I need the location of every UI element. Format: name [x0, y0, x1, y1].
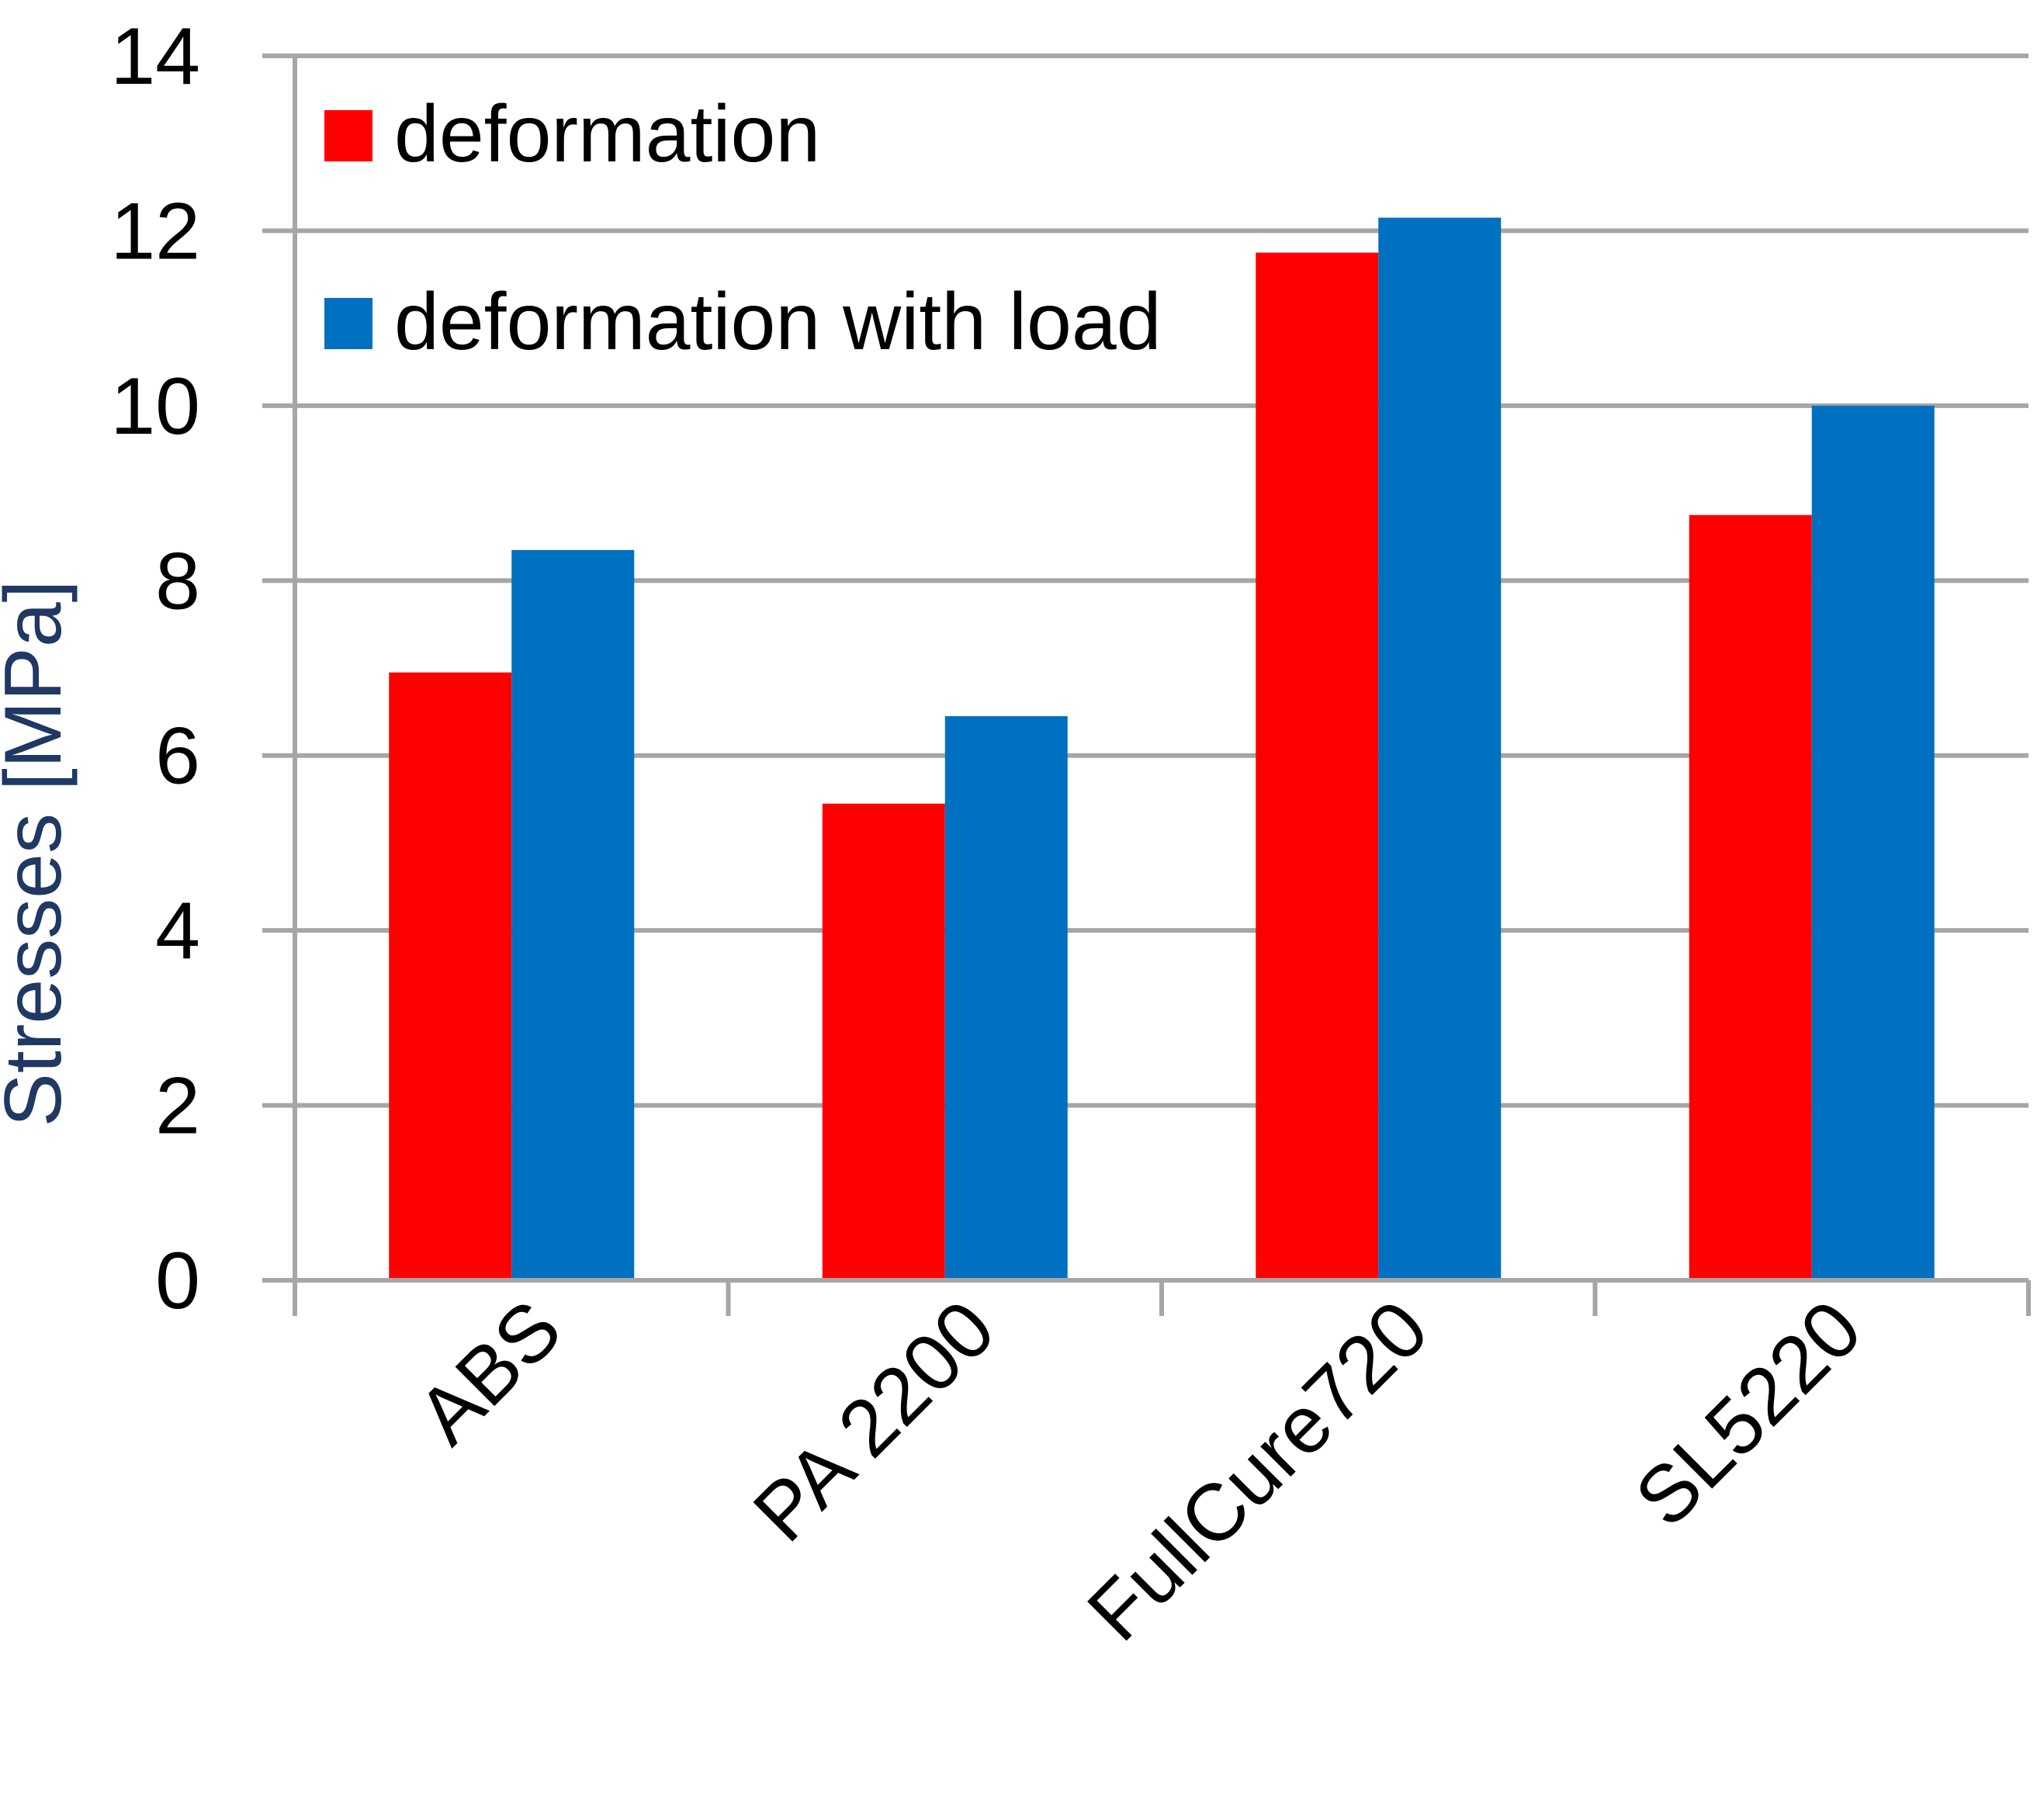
- x-tick-labels: ABS PA 2200 FullCure720 SL5220: [400, 1283, 1879, 1658]
- bar-pa-2200-deformation-with-load: [944, 715, 1068, 1280]
- legend: deformation deformation with load: [324, 89, 1162, 367]
- y-tick-label-4: 4: [155, 886, 200, 976]
- y-tick-label-0: 0: [155, 1236, 200, 1326]
- y-axis-label: Stresses [MPa]: [0, 580, 78, 1127]
- x-tick-label-fullcure720: FullCure720: [1071, 1283, 1446, 1658]
- bars: [389, 217, 1935, 1280]
- bar-fullcure720-deformation-with-load: [1378, 217, 1502, 1280]
- y-tick-label-8: 8: [155, 536, 200, 626]
- y-tick-label-2: 2: [155, 1061, 200, 1151]
- legend-label-deformation: deformation: [394, 89, 820, 179]
- bar-abs-deformation-with-load: [511, 549, 635, 1280]
- x-tick-label-pa-2200: PA 2200: [736, 1283, 1012, 1559]
- bar-abs-deformation: [389, 672, 512, 1280]
- y-tick-labels: 0 2 4 6 8 10 12 14: [110, 12, 200, 1326]
- y-tick-label-10: 10: [110, 362, 200, 452]
- bar-sl5220-deformation: [1689, 514, 1812, 1280]
- x-tick-label-abs: ABS: [400, 1283, 578, 1461]
- bar-fullcure720-deformation: [1256, 252, 1379, 1280]
- legend-swatch-deformation-with-load: [324, 298, 372, 349]
- legend-label-deformation-with-load: deformation with load: [394, 277, 1162, 367]
- x-tick-label-sl5220: SL5220: [1618, 1283, 1879, 1544]
- axes: [262, 56, 2031, 1316]
- legend-swatch-deformation: [324, 110, 372, 161]
- y-tick-label-14: 14: [110, 12, 200, 102]
- y-tick-label-6: 6: [155, 712, 200, 802]
- bar-pa-2200-deformation: [822, 803, 945, 1280]
- y-tick-label-12: 12: [110, 186, 200, 276]
- bar-sl5220-deformation-with-load: [1811, 405, 1935, 1280]
